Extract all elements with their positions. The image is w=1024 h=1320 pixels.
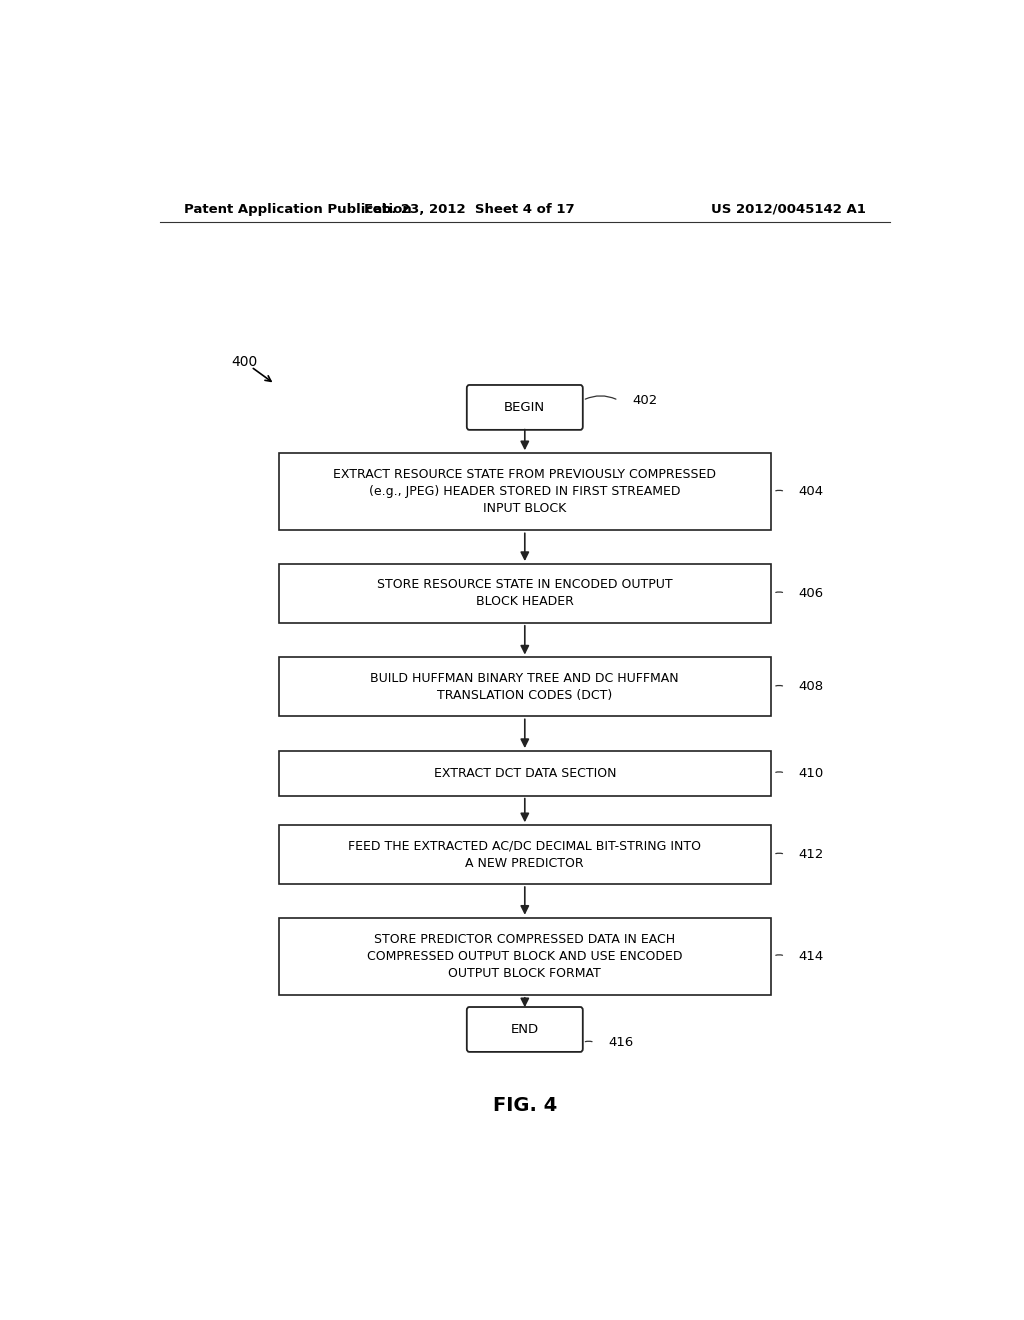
Text: EXTRACT DCT DATA SECTION: EXTRACT DCT DATA SECTION	[433, 767, 616, 780]
Text: STORE PREDICTOR COMPRESSED DATA IN EACH
COMPRESSED OUTPUT BLOCK AND USE ENCODED
: STORE PREDICTOR COMPRESSED DATA IN EACH …	[367, 933, 683, 979]
Text: 416: 416	[608, 1036, 634, 1049]
Text: 408: 408	[799, 680, 823, 693]
Text: FEED THE EXTRACTED AC/DC DECIMAL BIT-STRING INTO
A NEW PREDICTOR: FEED THE EXTRACTED AC/DC DECIMAL BIT-STR…	[348, 840, 701, 870]
Text: US 2012/0045142 A1: US 2012/0045142 A1	[712, 203, 866, 215]
Text: STORE RESOURCE STATE IN ENCODED OUTPUT
BLOCK HEADER: STORE RESOURCE STATE IN ENCODED OUTPUT B…	[377, 578, 673, 609]
Text: Patent Application Publication: Patent Application Publication	[183, 203, 412, 215]
Text: 414: 414	[799, 950, 824, 962]
Text: EXTRACT RESOURCE STATE FROM PREVIOUSLY COMPRESSED
(e.g., JPEG) HEADER STORED IN : EXTRACT RESOURCE STATE FROM PREVIOUSLY C…	[333, 469, 717, 515]
Text: FIG. 4: FIG. 4	[493, 1096, 557, 1115]
FancyBboxPatch shape	[279, 657, 771, 717]
FancyBboxPatch shape	[467, 385, 583, 430]
FancyBboxPatch shape	[279, 564, 771, 623]
FancyBboxPatch shape	[279, 751, 771, 796]
Text: 402: 402	[632, 393, 657, 407]
Text: Feb. 23, 2012  Sheet 4 of 17: Feb. 23, 2012 Sheet 4 of 17	[364, 203, 574, 215]
Text: BEGIN: BEGIN	[504, 401, 546, 414]
Text: END: END	[511, 1023, 539, 1036]
Text: 404: 404	[799, 486, 823, 498]
Text: BUILD HUFFMAN BINARY TREE AND DC HUFFMAN
TRANSLATION CODES (DCT): BUILD HUFFMAN BINARY TREE AND DC HUFFMAN…	[371, 672, 679, 702]
Text: 400: 400	[231, 355, 257, 368]
FancyBboxPatch shape	[467, 1007, 583, 1052]
FancyBboxPatch shape	[279, 453, 771, 531]
Text: 406: 406	[799, 587, 823, 599]
FancyBboxPatch shape	[279, 917, 771, 995]
Text: 412: 412	[799, 849, 824, 861]
FancyBboxPatch shape	[279, 825, 771, 884]
Text: 410: 410	[799, 767, 824, 780]
